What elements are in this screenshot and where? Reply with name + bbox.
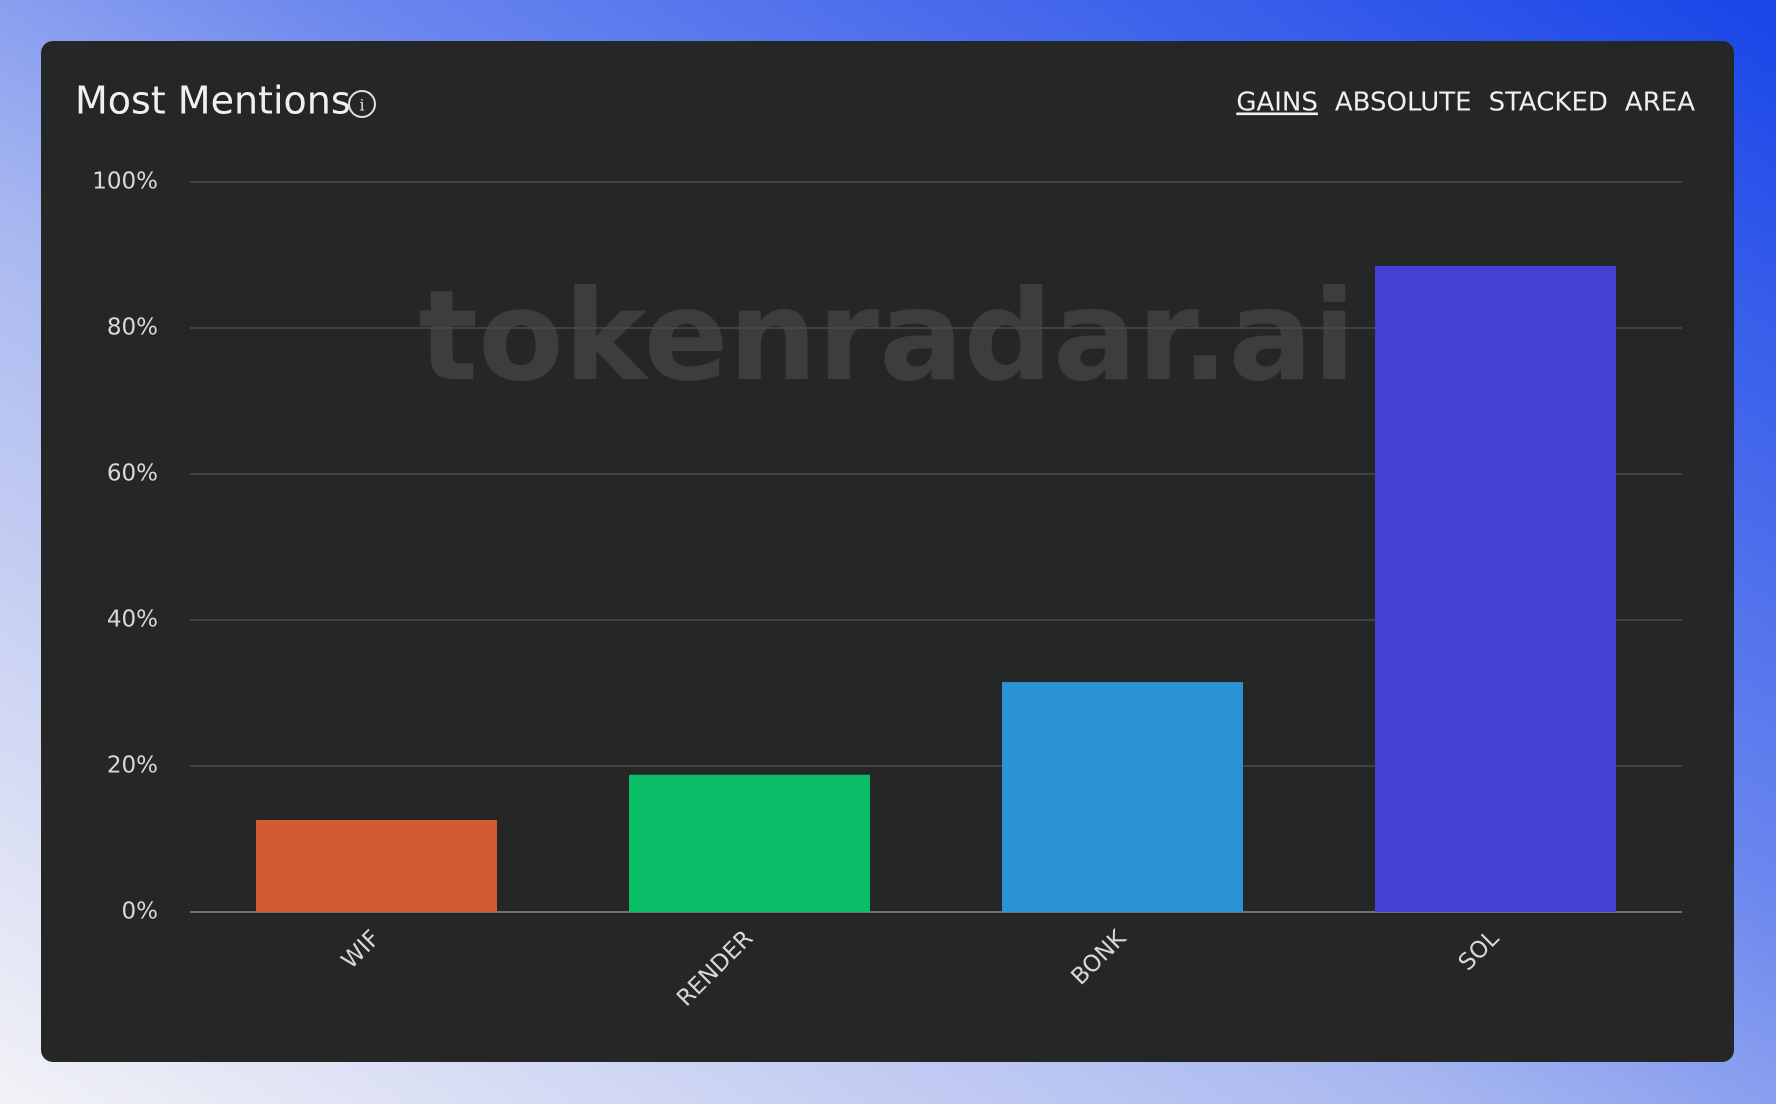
bar (1002, 682, 1243, 912)
y-tick-label: 60% (107, 461, 158, 487)
bar (1375, 265, 1616, 912)
bar (629, 774, 870, 912)
svg-text:i: i (359, 96, 364, 115)
y-tick-label: 80% (107, 315, 158, 341)
watermark: tokenradar.ai (418, 264, 1356, 409)
y-tick-label: 100% (92, 169, 158, 195)
bar (256, 820, 497, 912)
y-tick-label: 40% (107, 607, 158, 633)
tab[interactable]: ABSOLUTE (1335, 88, 1472, 118)
card (41, 41, 1734, 1062)
y-tick-label: 0% (122, 899, 159, 925)
info-icon[interactable]: i (348, 90, 376, 118)
tab[interactable]: STACKED (1489, 88, 1608, 118)
tab[interactable]: GAINS (1236, 88, 1318, 118)
tab[interactable]: AREA (1625, 88, 1695, 118)
chart-title: Most Mentions (75, 79, 351, 123)
y-tick-label: 20% (107, 753, 158, 779)
